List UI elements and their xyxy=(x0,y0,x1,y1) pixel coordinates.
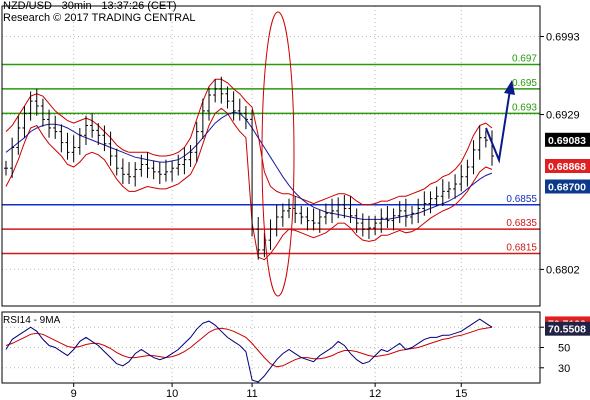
rsi-title: RSI14 - 9MA xyxy=(3,315,61,326)
volatility-ellipse xyxy=(261,11,295,297)
price-tag-band-box xyxy=(545,159,590,173)
main-panel-frame xyxy=(1,5,541,307)
level-label-resistance: 0.697 xyxy=(512,54,537,65)
rsi-tick-label: 30 xyxy=(558,363,570,375)
rsi-tick-label: 50 xyxy=(558,343,570,355)
x-tick-label: 12 xyxy=(369,388,381,400)
chart-title: NZD/USD - 30min - 13:37:26 (CET) xyxy=(3,0,177,12)
y-tick-label: 0.6993 xyxy=(546,31,580,43)
rsi-panel: RSI14 - 9MA xyxy=(3,315,493,383)
level-label-pivot: 0.6855 xyxy=(506,194,537,205)
lower-band-line xyxy=(5,107,493,261)
forecast-arrow-path xyxy=(485,89,511,164)
price-tag-band: 0.68868 xyxy=(548,161,586,173)
moving-average-line xyxy=(5,111,493,220)
copyright-text: Research © 2017 TRADING CENTRAL xyxy=(3,12,196,24)
rsi-ma-line xyxy=(5,326,493,368)
x-tick-label: 11 xyxy=(246,388,257,400)
y-tick-label: 0.6929 xyxy=(546,110,580,122)
level-label-support: 0.6815 xyxy=(506,243,537,254)
level-label-resistance: 0.693 xyxy=(512,102,537,113)
price-tag-ma: 0.68700 xyxy=(548,181,586,193)
x-tick-label: 10 xyxy=(166,388,178,400)
forecast-arrow xyxy=(485,80,515,164)
price-tag-price-box xyxy=(545,132,590,147)
level-labels: 0.697 0.695 0.693 0.6855 0.6835 0.6815 xyxy=(506,54,537,254)
upper-band-line xyxy=(5,78,493,206)
forecast-arrow-head xyxy=(504,80,515,95)
price-series xyxy=(4,76,494,261)
y-tick-label: 0.6802 xyxy=(546,264,580,276)
rsi-tag-value-box xyxy=(545,321,590,336)
level-label-support: 0.6835 xyxy=(506,218,537,229)
price-tag-price: 0.69083 xyxy=(548,135,586,147)
price-tag-ma-box xyxy=(545,179,590,194)
x-tick-label: 15 xyxy=(455,388,467,400)
rsi-line xyxy=(5,318,493,383)
level-label-resistance: 0.695 xyxy=(512,78,537,89)
x-tick-label: 9 xyxy=(71,388,77,400)
rsi-tag-value: 70.5508 xyxy=(548,324,586,336)
